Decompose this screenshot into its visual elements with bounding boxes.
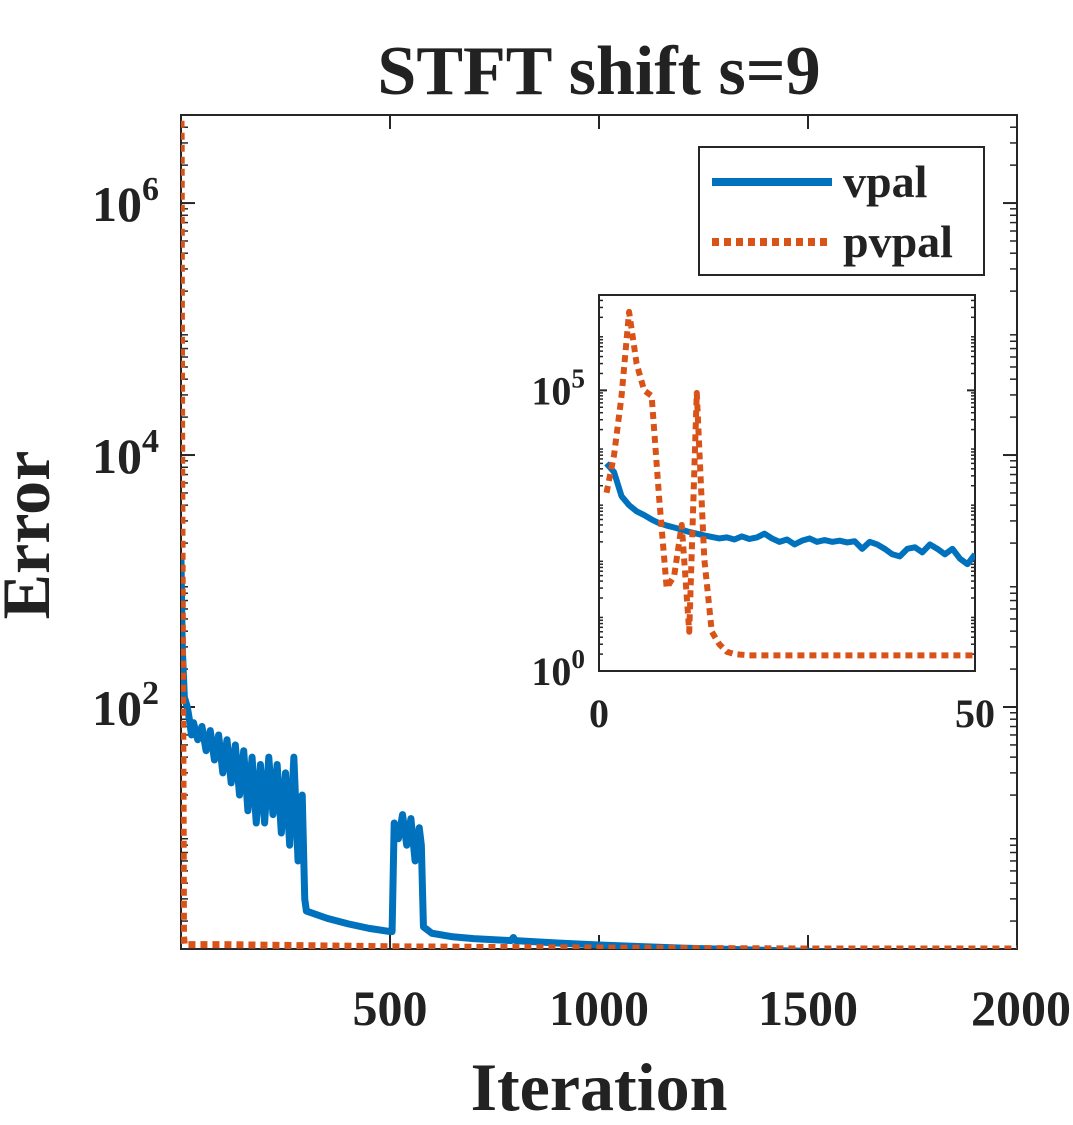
series-pvpal (181, 120, 1017, 949)
legend: vpal pvpal (698, 146, 985, 276)
x-tick-label: 0 (589, 691, 609, 736)
y-tick-label: 105 (531, 364, 585, 414)
inset-x-tick-labels: 0 50 (589, 691, 995, 736)
x-tick-label: 1500 (758, 980, 858, 1036)
inset-tick-marks (598, 295, 976, 672)
y-tick-label-exponent: 5 (571, 364, 585, 394)
y-tick-label: 100 (531, 644, 585, 694)
main-x-tick-labels: 500 1000 1500 2000 (353, 980, 1072, 1036)
y-tick-label-base: 10 (92, 176, 142, 232)
series-vpal (181, 558, 862, 949)
y-tick-label: 102 (92, 675, 159, 736)
x-tick-label: 1000 (549, 980, 649, 1036)
y-axis-label: Error (0, 451, 64, 620)
y-tick-label: 104 (92, 423, 159, 484)
y-tick-label-base: 10 (92, 428, 142, 484)
y-tick-label-exponent: 2 (142, 675, 159, 712)
y-tick-label-exponent: 6 (142, 171, 159, 208)
inset-series-group (603, 308, 975, 659)
main-series-group (181, 120, 1017, 949)
legend-box (698, 146, 985, 276)
y-tick-label-exponent: 0 (571, 644, 585, 674)
series-pvpal (603, 308, 975, 659)
chart-title: STFT shift s=9 (377, 33, 820, 110)
series-vpal (604, 461, 975, 568)
legend-vpal-label: vpal (843, 156, 927, 207)
x-tick-label: 2000 (971, 980, 1071, 1036)
x-tick-label: 500 (353, 980, 428, 1036)
y-tick-label-exponent: 4 (142, 423, 159, 460)
y-tick-label-base: 10 (531, 649, 571, 694)
legend-pvpal-label: pvpal (843, 216, 953, 267)
y-tick-label-base: 10 (531, 368, 571, 413)
inset-plot-area (598, 294, 976, 672)
x-axis-label: Iteration (471, 1049, 728, 1125)
x-tick-label: 50 (955, 691, 995, 736)
y-tick-label-base: 10 (92, 680, 142, 736)
y-tick-label: 106 (92, 171, 159, 232)
